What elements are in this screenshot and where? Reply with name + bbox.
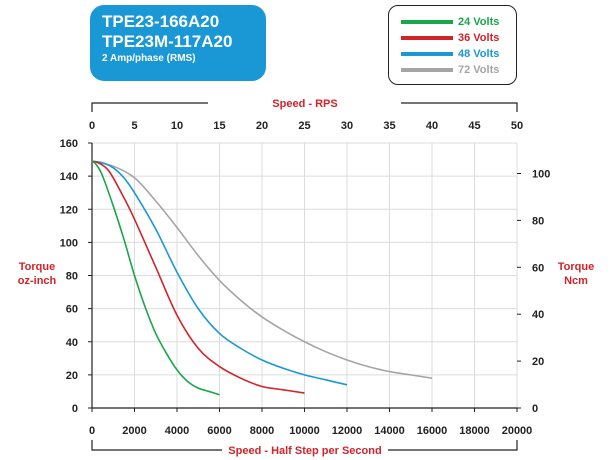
legend-item-36v: 36 Volts [401,31,513,45]
x-tick-label: 20000 [502,425,533,437]
series-line-48v [91,160,348,386]
x-top-tick-label: 50 [511,120,523,132]
x-top-tick-label: 20 [256,120,268,132]
x-tick-label: 16000 [417,425,448,437]
y-right-axis-title-line2: Ncm [564,275,588,287]
legend-swatch-36v [401,36,453,40]
axes [88,102,521,451]
series-lines [91,160,433,396]
bottom-bracket-right [388,440,518,451]
legend-swatch-48v [401,52,453,56]
y-tick-label: 140 [60,171,78,183]
chart-subtitle: 2 Amp/phase (RMS) [102,53,196,64]
legend-item-24v: 24 Volts [401,15,513,29]
legend-item-48v: 48 Volts [401,47,513,61]
y-right-tick-label: 100 [532,168,550,180]
x-top-tick-label: 0 [89,120,95,132]
y-axis-title-line2: oz-inch [18,275,57,287]
series-line-24v [91,160,220,396]
y-right-tick-label: 40 [532,309,544,321]
x-top-tick-label: 5 [131,120,137,132]
y-tick-label: 100 [60,237,78,249]
x-tick-label: 18000 [459,425,490,437]
legend-label-24v: 24 Volts [458,16,500,28]
chart-title-line1: TPE23-166A20 [102,12,220,31]
x-top-axis-title: Speed - RPS [272,98,337,110]
x-tick-label: 6000 [207,425,231,437]
x-top-tick-label: 25 [298,120,310,132]
grid [92,142,518,408]
y-right-tick-label: 0 [532,403,538,415]
y-tick-label: 40 [66,337,78,349]
y-axis-title-line1: Torque [19,261,55,273]
y-tick-label: 0 [72,403,78,415]
y-tick-label: 160 [60,138,78,150]
x-tick-label: 0 [89,425,95,437]
legend-label-72v: 72 Volts [458,64,500,76]
x-tick-label: 4000 [165,425,189,437]
x-tick-label: 12000 [332,425,363,437]
legend-swatch-72v [401,68,453,72]
top-bracket-left [91,102,208,112]
y-right-axis-title-line1: Torque [558,261,594,273]
x-top-tick-label: 10 [171,120,183,132]
y-tick-label: 20 [66,370,78,382]
legend-swatch-24v [401,20,453,24]
y-right-tick-label: 60 [532,262,544,274]
legend-label-36v: 36 Volts [458,32,500,44]
series-line-72v [91,160,433,379]
y-right-tick-label: 80 [532,215,544,227]
x-axis-title: Speed - Half Step per Second [228,445,381,457]
legend-label-48v: 48 Volts [458,48,500,60]
y-tick-label: 60 [66,304,78,316]
x-tick-label: 8000 [250,425,274,437]
x-tick-label: 14000 [374,425,405,437]
x-tick-label: 10000 [289,425,320,437]
y-right-tick-label: 20 [532,356,544,368]
x-tick-label: 2000 [122,425,146,437]
title-box: TPE23-166A20 TPE23M-117A20 2 Amp/phase (… [90,5,266,81]
top-bracket-right [401,102,518,112]
legend-item-72v: 72 Volts [401,63,513,77]
series-line-36v [91,160,305,394]
y-tick-label: 120 [60,204,78,216]
legend: 24 Volts 36 Volts 48 Volts 72 Volts [388,5,517,85]
x-top-tick-label: 15 [213,120,225,132]
x-top-tick-label: 35 [383,120,395,132]
y-tick-label: 80 [66,271,78,283]
x-top-tick-label: 45 [468,120,480,132]
x-top-tick-label: 40 [426,120,438,132]
x-top-tick-label: 30 [341,120,353,132]
axis-labels: 0 2000 4000 6000 8000 10000 12000 14000 16000 180… [18,98,594,457]
bottom-bracket-left [91,440,222,451]
chart-title-line2: TPE23M-117A20 [102,32,233,51]
